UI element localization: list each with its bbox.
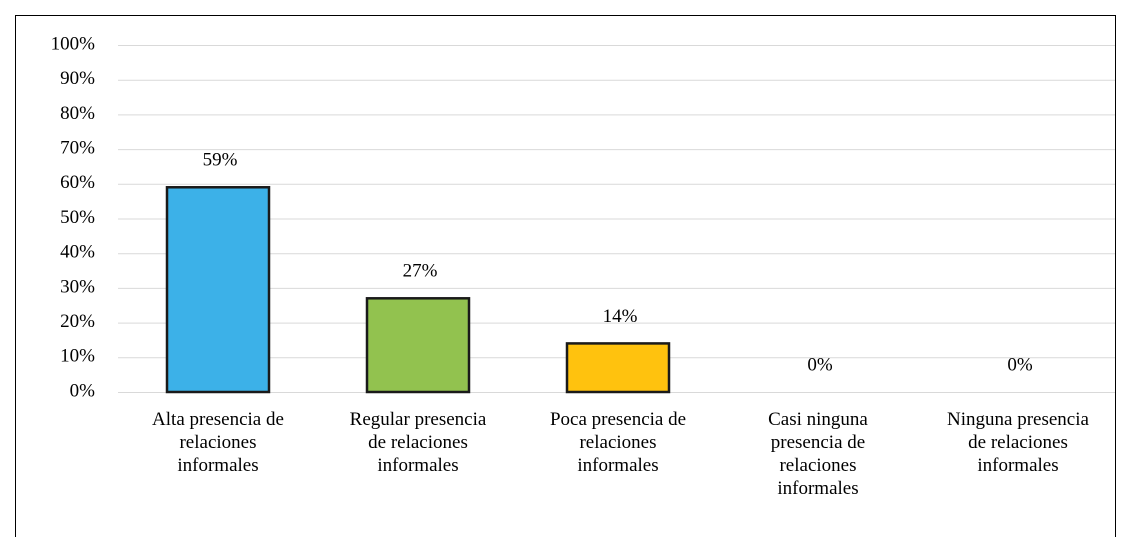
y-tick-label: 90% — [60, 68, 95, 89]
chart-frame — [15, 15, 1116, 537]
x-tick-label-box: Casi ninguna presencia de relaciones inf… — [768, 409, 868, 499]
bar — [565, 342, 671, 394]
y-tick-label: 80% — [60, 103, 95, 124]
x-tick-label-box: Regular presencia de relaciones informal… — [349, 409, 487, 476]
y-tick-label: 40% — [60, 242, 95, 263]
x-tick-label: Ninguna presencia de relaciones informal… — [947, 409, 1089, 476]
y-tick-label: 100% — [51, 33, 96, 54]
x-tick-label: Regular presencia de relaciones informal… — [349, 409, 487, 476]
y-tick-label: 20% — [60, 311, 95, 332]
value-label: 0% — [807, 354, 833, 375]
x-tick-label-box: Poca presencia de relaciones informales — [549, 409, 687, 476]
value-label: 59% — [203, 150, 238, 171]
y-tick-label: 70% — [60, 137, 95, 158]
y-tick-label: 50% — [60, 207, 95, 228]
value-label: 0% — [1007, 354, 1033, 375]
value-label: 14% — [603, 306, 638, 327]
value-label: 27% — [403, 261, 438, 282]
x-tick-label-box: Alta presencia de relaciones informales — [152, 409, 284, 476]
x-tick-label: Poca presencia de relaciones informales — [549, 409, 687, 476]
bar — [365, 297, 471, 394]
x-tick-label-box: Ninguna presencia de relaciones informal… — [947, 409, 1089, 476]
x-tick-label: Alta presencia de relaciones informales — [152, 409, 284, 476]
y-tick-label: 10% — [60, 346, 95, 367]
x-tick-label: Casi ninguna presencia de relaciones inf… — [768, 409, 868, 499]
y-tick-label: 30% — [60, 276, 95, 297]
y-tick-label: 60% — [60, 172, 95, 193]
y-tick-label: 0% — [70, 380, 96, 401]
bar — [165, 186, 271, 394]
